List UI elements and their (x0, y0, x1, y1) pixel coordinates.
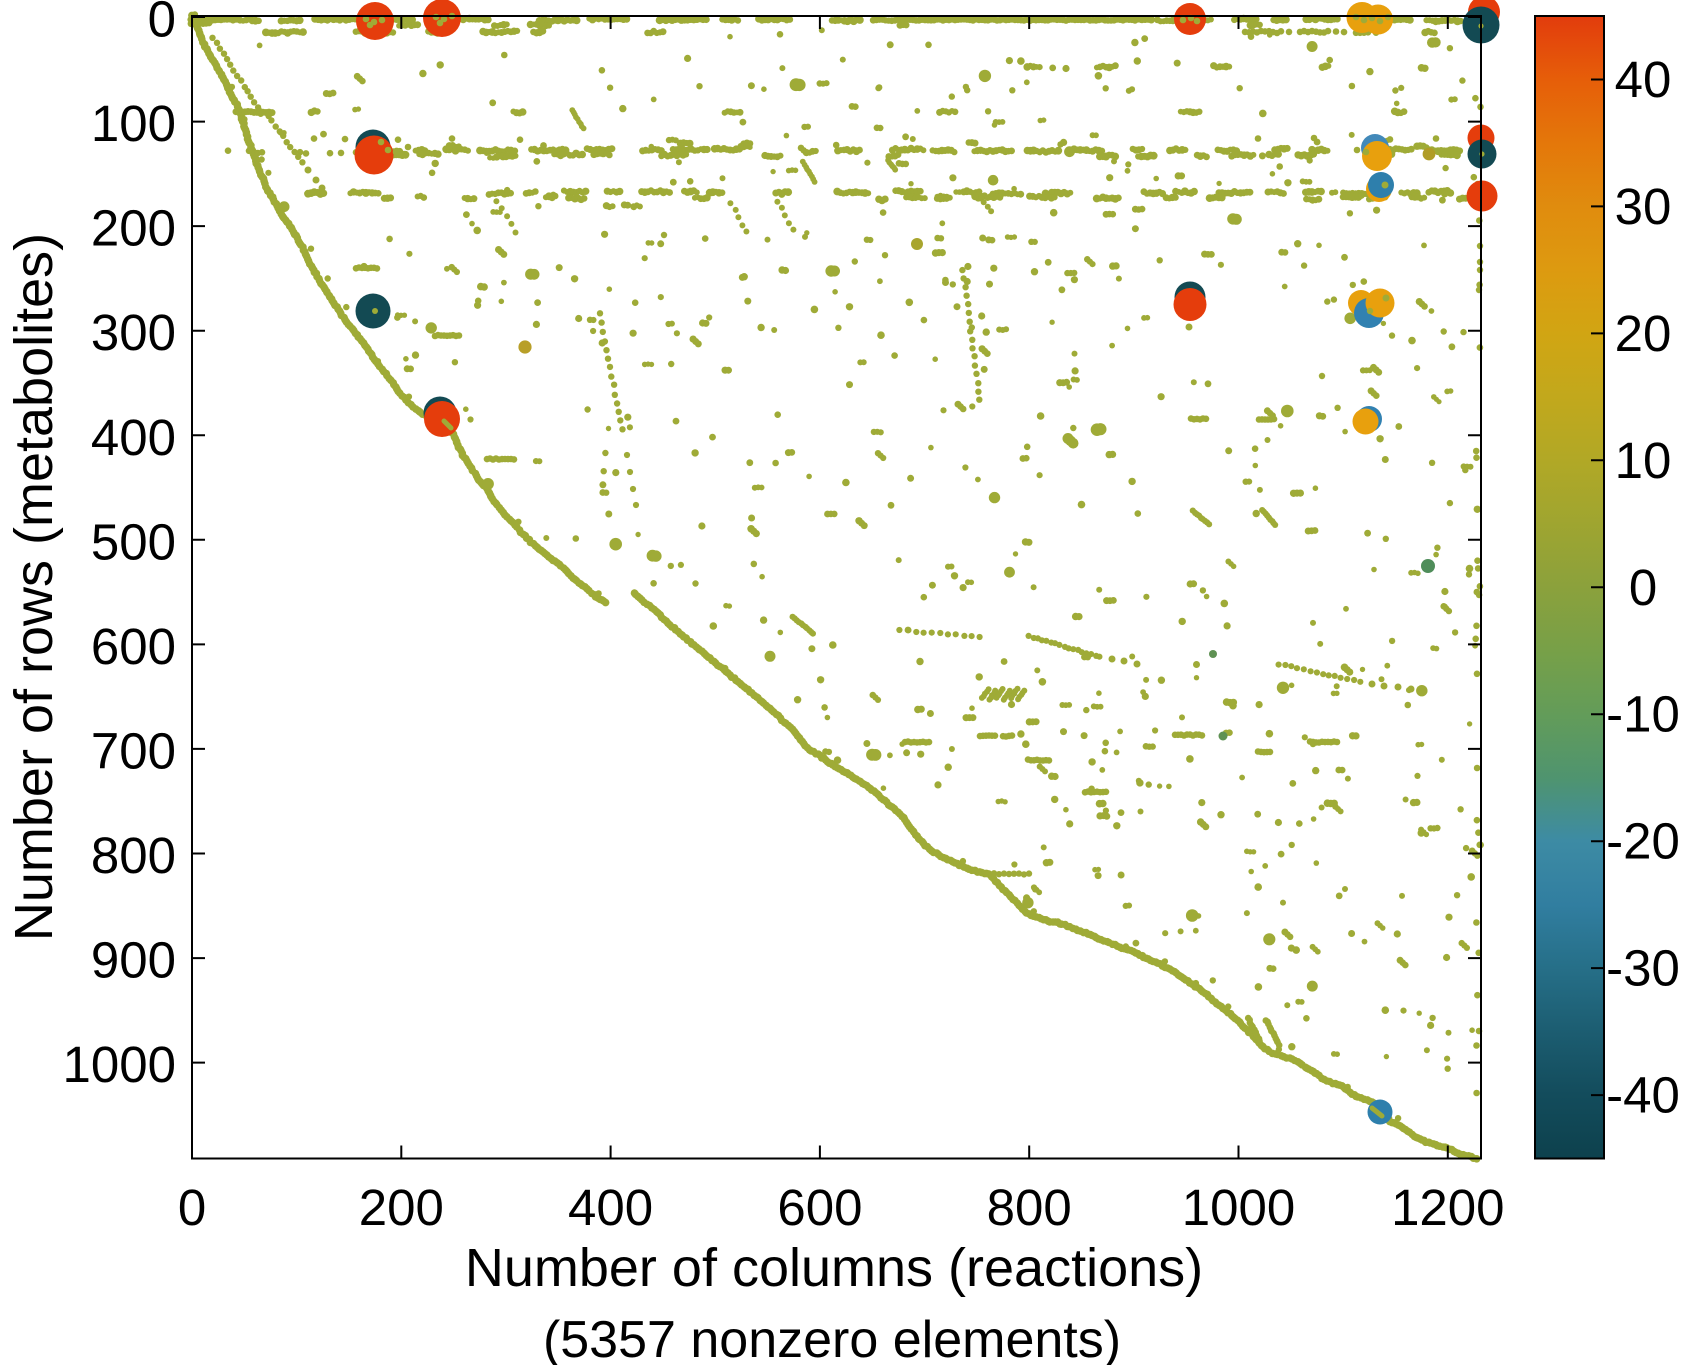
svg-text:800: 800 (987, 1179, 1072, 1236)
svg-text:400: 400 (91, 409, 176, 466)
svg-text:100: 100 (91, 95, 176, 152)
svg-text:800: 800 (91, 827, 176, 884)
svg-text:300: 300 (91, 304, 176, 361)
svg-text:0: 0 (1629, 559, 1657, 616)
svg-text:900: 900 (91, 932, 176, 989)
svg-text:200: 200 (91, 200, 176, 257)
svg-text:700: 700 (91, 722, 176, 779)
svg-text:-30: -30 (1606, 940, 1680, 997)
svg-text:0: 0 (178, 1179, 206, 1236)
svg-text:30: 30 (1615, 178, 1672, 235)
svg-text:20: 20 (1615, 305, 1672, 362)
svg-text:Number of rows (metabolites): Number of rows (metabolites) (4, 233, 64, 941)
svg-text:10: 10 (1615, 432, 1672, 489)
svg-text:1000: 1000 (1182, 1179, 1295, 1236)
svg-text:200: 200 (359, 1179, 444, 1236)
svg-text:1000: 1000 (63, 1036, 176, 1093)
svg-text:400: 400 (568, 1179, 653, 1236)
svg-text:1200: 1200 (1391, 1179, 1504, 1236)
svg-text:-10: -10 (1606, 686, 1680, 743)
svg-text:(5357 nonzero elements): (5357 nonzero elements) (543, 1311, 1121, 1365)
svg-text:-20: -20 (1606, 813, 1680, 870)
svg-text:0: 0 (148, 0, 176, 48)
svg-text:40: 40 (1615, 51, 1672, 108)
svg-text:500: 500 (91, 513, 176, 570)
svg-text:Number of columns (reactions): Number of columns (reactions) (465, 1238, 1203, 1298)
svg-text:-40: -40 (1606, 1067, 1680, 1124)
svg-text:600: 600 (777, 1179, 862, 1236)
svg-text:600: 600 (91, 618, 176, 675)
